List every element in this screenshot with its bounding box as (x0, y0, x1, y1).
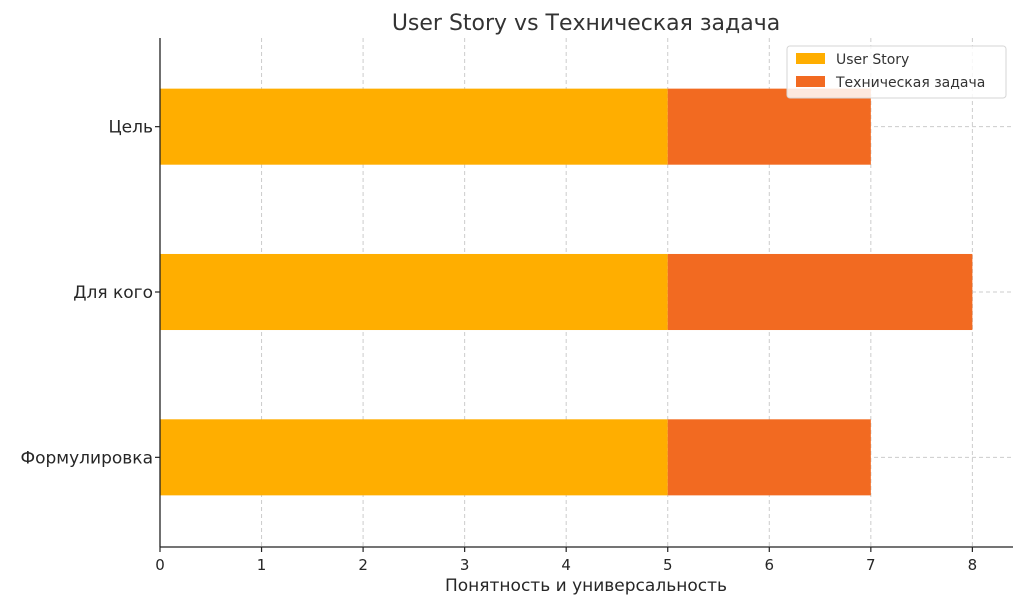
category-label-1: Для кого (73, 283, 153, 303)
x-tick-label-1: 1 (257, 556, 267, 574)
x-tick-label-4: 4 (561, 556, 571, 574)
legend-label-user-story: User Story (836, 52, 909, 68)
bar-series-0-category-1 (160, 253, 668, 331)
x-tick-label-6: 6 (765, 556, 775, 574)
x-axis-label: Понятность и универсальность (445, 576, 727, 596)
legend-swatch-tech-task (796, 76, 825, 87)
chart-title: User Story vs Техническая задача (392, 11, 780, 36)
x-tick-label-2: 2 (358, 556, 368, 574)
bars (160, 88, 973, 496)
bar-series-1-category-0 (667, 419, 871, 496)
legend: User Story Техническая задача (786, 45, 1007, 99)
legend-label-tech-task: Техническая задача (835, 75, 985, 91)
bar-series-1-category-2 (667, 88, 871, 165)
x-tick-label-7: 7 (866, 556, 876, 574)
legend-frame (786, 45, 1007, 99)
x-axis-ticks: 0 1 2 3 4 5 6 7 8 (155, 547, 977, 574)
x-tick-label-0: 0 (155, 556, 165, 574)
category-label-0: Формулировка (20, 448, 153, 468)
x-tick-label-8: 8 (968, 556, 978, 574)
x-tick-label-5: 5 (663, 556, 673, 574)
category-label-2: Цель (108, 118, 153, 138)
bar-series-1-category-1 (667, 253, 973, 331)
bar-series-0-category-2 (160, 88, 668, 165)
x-tick-label-3: 3 (460, 556, 470, 574)
bar-series-0-category-0 (160, 419, 668, 496)
y-axis-ticks: Формулировка Для кого Цель (20, 118, 160, 468)
legend-swatch-user-story (796, 53, 825, 64)
